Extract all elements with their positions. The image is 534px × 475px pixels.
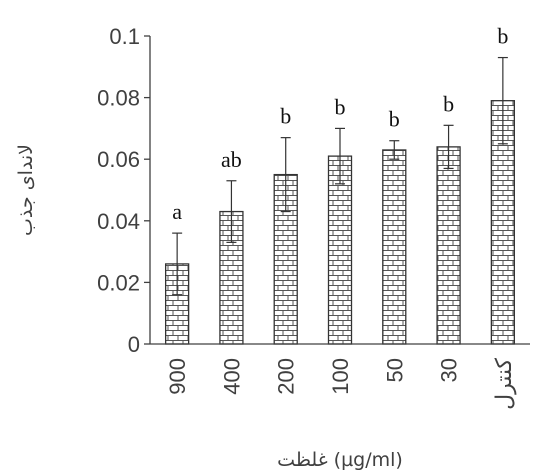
error-bar — [389, 140, 400, 160]
significance-label: b — [443, 91, 454, 116]
error-bar — [172, 232, 183, 296]
x-tick-label: 900 — [165, 358, 190, 395]
bar — [436, 146, 461, 345]
y-tick-label: 0.04 — [97, 209, 140, 234]
x-tick-label: 50 — [382, 358, 407, 382]
x-axis-title: غلظت (µg/ml) — [277, 449, 403, 471]
significance-label: b — [389, 107, 400, 132]
bar — [382, 149, 407, 345]
significance-label: ab — [221, 147, 242, 172]
x-tick-label: 200 — [274, 358, 299, 395]
significance-label: b — [280, 104, 291, 129]
significance-label: b — [335, 94, 346, 119]
y-axis: 0 0.02 0.04 0.06 0.08 0.1 — [97, 24, 151, 357]
y-tick-label: 0.02 — [97, 270, 140, 295]
significance-label: b — [497, 24, 508, 49]
bars: a ab b b b b b — [164, 24, 516, 345]
y-tick-label: 0 — [128, 332, 140, 357]
x-tick-label: 30 — [437, 358, 462, 382]
y-tick-label: 0.06 — [97, 147, 140, 172]
error-bar — [280, 137, 291, 213]
x-tick-label: 100 — [328, 358, 353, 395]
error-bar — [497, 56, 508, 145]
x-tick-label: 400 — [219, 358, 244, 395]
significance-label: a — [172, 199, 182, 224]
y-tick-label: 0.1 — [109, 24, 140, 49]
y-axis-title: لاندای جذب — [15, 144, 37, 236]
error-bar — [335, 127, 345, 185]
error-bar — [443, 124, 454, 170]
x-axis: 900 400 200 100 50 30 کنترل — [150, 343, 530, 410]
x-tick-label: کنترل — [491, 357, 516, 409]
error-bar — [226, 180, 237, 243]
y-tick-label: 0.08 — [97, 86, 140, 111]
